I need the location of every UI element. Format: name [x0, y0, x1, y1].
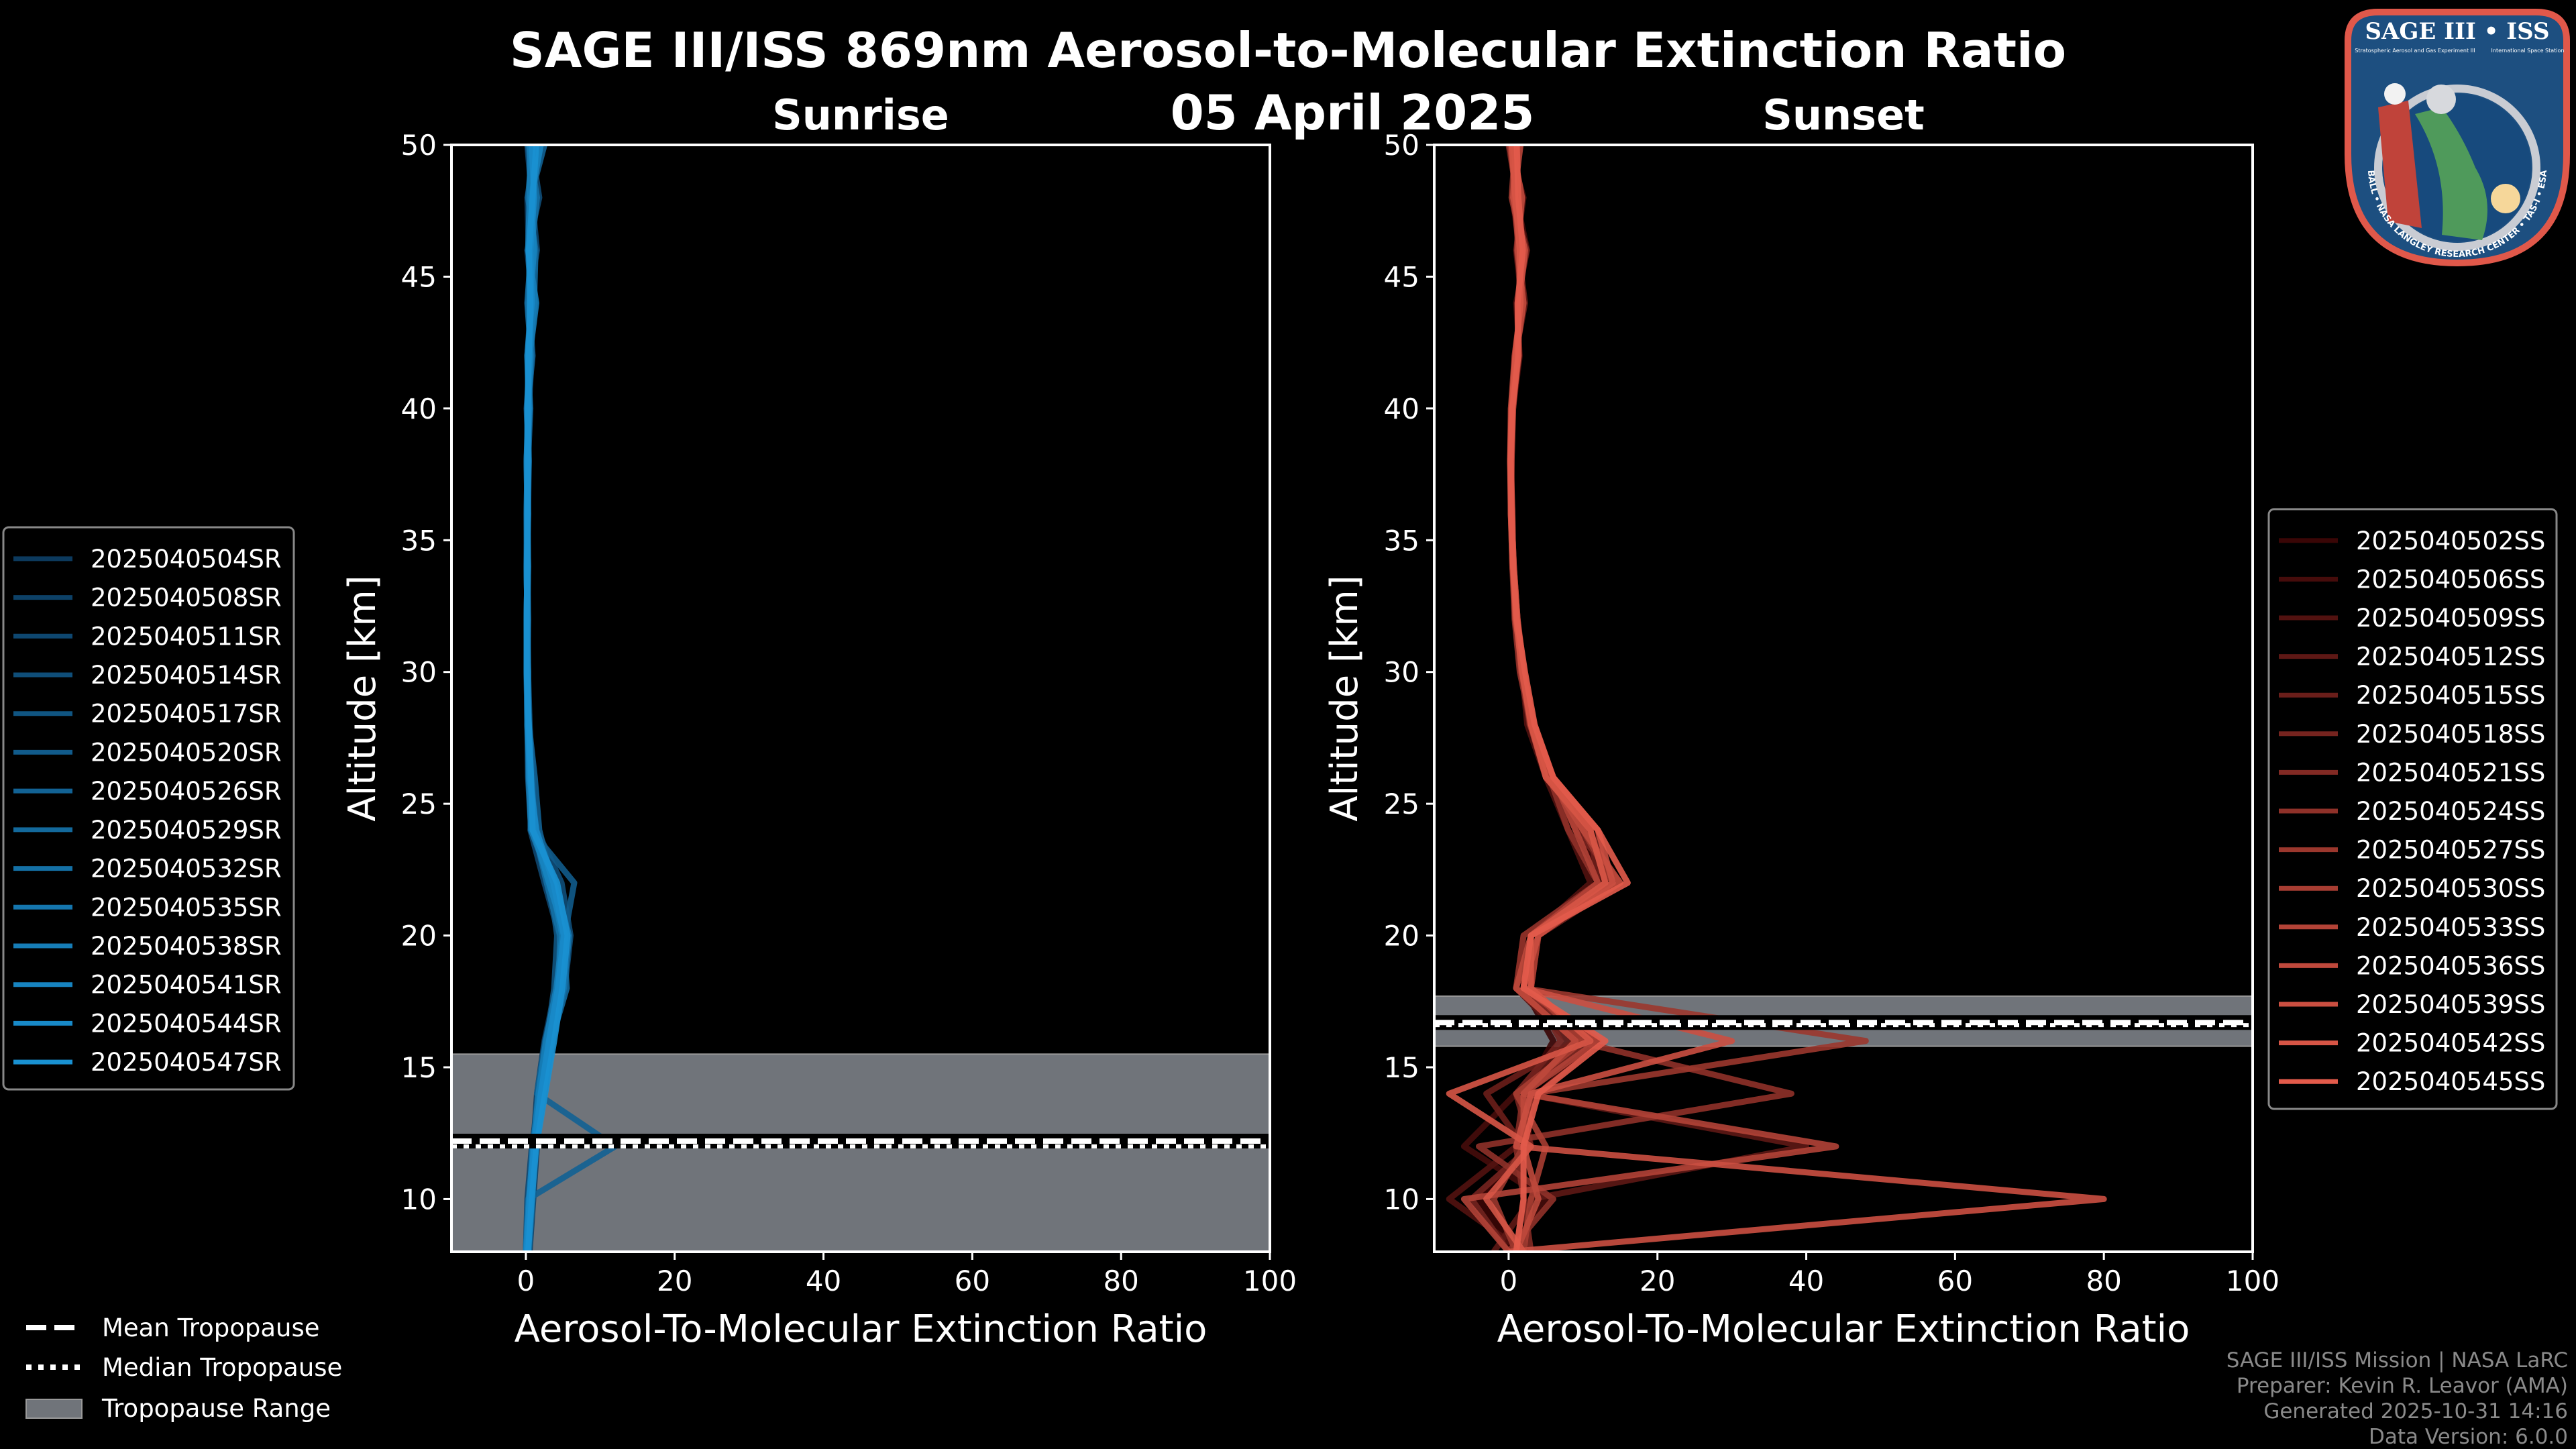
- axes-frame: [450, 144, 1271, 1253]
- legend-entry-2025040545SS: 2025040545SS: [2356, 1067, 2545, 1096]
- legend-entry-2025040517SR: 2025040517SR: [91, 700, 282, 729]
- x-tick-label: 60: [1937, 1265, 1973, 1297]
- legend-entry-2025040527SS: 2025040527SS: [2356, 836, 2545, 865]
- x-tick-label: 0: [517, 1265, 535, 1297]
- legend-entry-2025040518SS: 2025040518SS: [2356, 720, 2545, 749]
- legend-entry-2025040529SR: 2025040529SR: [91, 816, 282, 845]
- y-axis-label: Altitude [km]: [341, 575, 384, 821]
- y-tick-label: 50: [401, 129, 437, 162]
- x-tick-label: 100: [2226, 1265, 2279, 1297]
- legend-entry-2025040547SR: 2025040547SR: [91, 1048, 282, 1077]
- y-axis-label: Altitude [km]: [1323, 575, 1366, 821]
- x-tick-label: 20: [657, 1265, 692, 1297]
- sunset-legend: 2025040502SS 2025040506SS 2025040509SS 2025…: [2267, 508, 2558, 1110]
- legend-entry-2025040538SR: 2025040538SR: [91, 932, 282, 961]
- y-tick-label: 20: [1384, 920, 1419, 953]
- legend-entry-2025040532SR: 2025040532SR: [91, 855, 282, 883]
- figure-title: SAGE III/ISS 869nm Aerosol-to-Molecular …: [510, 22, 2066, 78]
- legend-entry-2025040535SR: 2025040535SR: [91, 893, 282, 922]
- tropopause-range-label: Tropopause Range: [101, 1394, 331, 1423]
- footer-data-version: Data Version: 6.0.0: [2369, 1425, 2568, 1449]
- axes-frame: [1433, 144, 2254, 1253]
- y-tick-label: 20: [401, 920, 437, 953]
- x-tick-label: 20: [1640, 1265, 1675, 1297]
- x-tick-label: 80: [1103, 1265, 1138, 1297]
- y-tick-label: 35: [401, 524, 437, 557]
- x-axis-label: Aerosol-To-Molecular Extinction Ratio: [515, 1307, 1208, 1351]
- x-tick-label: 80: [2086, 1265, 2121, 1297]
- legend-entry-2025040530SS: 2025040530SS: [2356, 874, 2545, 903]
- y-tick-label: 10: [1384, 1183, 1419, 1216]
- x-tick-label: 40: [1788, 1265, 1824, 1297]
- legend-entry-2025040514SR: 2025040514SR: [91, 661, 282, 690]
- tropopause-range-swatch: [25, 1399, 83, 1419]
- footer-credits: SAGE III/ISS Mission | NASA LaRC Prepare…: [2226, 1348, 2568, 1449]
- y-tick-label: 45: [1384, 260, 1419, 293]
- y-tick-label: 45: [401, 260, 437, 293]
- y-tick-label: 15: [401, 1051, 437, 1084]
- x-tick-label: 40: [806, 1265, 841, 1297]
- y-tick-label: 30: [401, 656, 437, 689]
- legend-entry-2025040511SR: 2025040511SR: [91, 622, 282, 651]
- sage-iii-iss-mission-logo: SAGE III • ISS Stratospheric Aerosol and…: [2345, 9, 2570, 267]
- legend-entry-2025040524SS: 2025040524SS: [2356, 797, 2545, 826]
- y-tick-label: 10: [401, 1183, 437, 1216]
- median-tropopause-label: Median Tropopause: [102, 1353, 342, 1382]
- logo-subtitle: Stratospheric Aerosol and Gas Experiment…: [2355, 48, 2475, 54]
- footer-mission: SAGE III/ISS Mission | NASA LaRC: [2226, 1348, 2568, 1373]
- footer-preparer: Preparer: Kevin R. Leavor (AMA): [2237, 1374, 2568, 1398]
- legend-entry-2025040544SR: 2025040544SR: [91, 1009, 282, 1038]
- y-tick-label: 35: [1384, 524, 1419, 557]
- x-axis-label: Aerosol-To-Molecular Extinction Ratio: [1497, 1307, 2190, 1351]
- legend-box: [2267, 508, 2558, 1110]
- tropopause-range-band: [451, 1053, 1271, 1253]
- legend-entry-2025040515SS: 2025040515SS: [2356, 681, 2545, 710]
- y-tick-label: 25: [401, 788, 437, 820]
- legend-entry-2025040506SS: 2025040506SS: [2356, 565, 2545, 594]
- tropopause-legend: Mean Tropopause Median Tropopause Tropop…: [25, 1313, 342, 1423]
- profile-line-2025040547SR: [523, 145, 571, 1252]
- sunset-subtitle: Sunset: [1762, 91, 1925, 140]
- x-tick-label: 100: [1243, 1265, 1297, 1297]
- y-tick-label: 15: [1384, 1051, 1419, 1084]
- date-label: 05 April 2025: [1171, 85, 1535, 141]
- legend-entry-2025040508SR: 2025040508SR: [91, 584, 282, 612]
- legend-entry-2025040504SR: 2025040504SR: [91, 545, 282, 574]
- legend-entry-2025040520SR: 2025040520SR: [91, 738, 282, 767]
- profile-line-2025040545SS: [1507, 145, 1631, 1252]
- x-tick-label: 0: [1500, 1265, 1518, 1297]
- legend-entry-2025040533SS: 2025040533SS: [2356, 913, 2545, 942]
- logo-title: SAGE III • ISS: [2365, 18, 2549, 45]
- y-tick-label: 30: [1384, 656, 1419, 689]
- legend-box: [2, 526, 295, 1091]
- y-tick-label: 40: [401, 392, 437, 425]
- legend-entry-2025040521SS: 2025040521SS: [2356, 758, 2545, 787]
- logo-iss-subtitle: International Space Station: [2491, 48, 2565, 54]
- y-tick-label: 25: [1384, 788, 1419, 820]
- mean-tropopause-label: Mean Tropopause: [102, 1313, 320, 1342]
- profile-lines: [523, 145, 619, 1252]
- legend-entry-2025040502SS: 2025040502SS: [2356, 527, 2545, 555]
- legend-entry-2025040541SR: 2025040541SR: [91, 971, 282, 1000]
- legend-entry-2025040539SS: 2025040539SS: [2356, 990, 2545, 1019]
- legend-entry-2025040542SS: 2025040542SS: [2356, 1029, 2545, 1058]
- sunset-panel: 0 20 40 60 80 100 10 15 20 25 30 35 40 45 50 Aerosol-To…: [1323, 129, 2279, 1351]
- legend-entry-2025040509SS: 2025040509SS: [2356, 604, 2545, 633]
- sunrise-subtitle: Sunrise: [772, 91, 949, 140]
- profile-lines: [1446, 145, 2107, 1252]
- legend-entry-2025040536SS: 2025040536SS: [2356, 951, 2545, 980]
- x-tick-label: 60: [955, 1265, 990, 1297]
- legend-entry-2025040512SS: 2025040512SS: [2356, 643, 2545, 672]
- y-tick-label: 50: [1384, 129, 1419, 162]
- y-tick-label: 40: [1384, 392, 1419, 425]
- legend-entry-2025040526SR: 2025040526SR: [91, 777, 282, 806]
- sunrise-legend: 2025040504SR 2025040508SR 2025040511SR 2025…: [2, 526, 295, 1091]
- sunrise-panel: 0 20 40 60 80 100 10 15 20 25 30 35 40 45 50 Aerosol-To…: [341, 129, 1297, 1351]
- footer-generated: Generated 2025-10-31 14:16: [2263, 1399, 2568, 1424]
